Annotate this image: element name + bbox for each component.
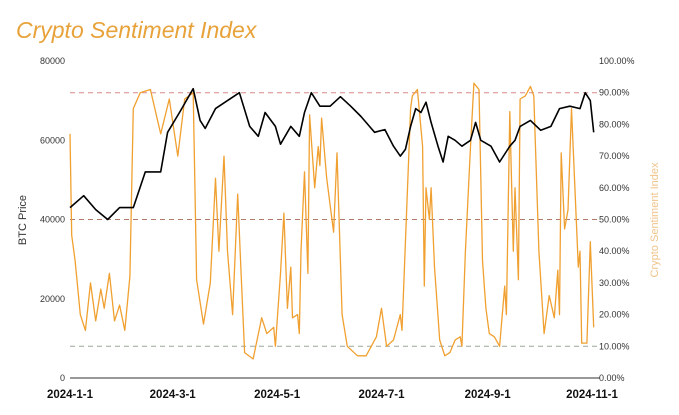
x-tick-label: 2024-11-1 <box>566 389 618 401</box>
y2-tick-label: 90.00% <box>599 88 630 98</box>
y-tick-label: 80000 <box>40 56 65 66</box>
y2-tick-label: 100.00% <box>599 56 635 66</box>
y2-tick-label: 70.00% <box>599 151 630 161</box>
y2-tick-label: 0.00% <box>599 373 625 383</box>
y-tick-label: 0 <box>60 373 65 383</box>
y2-tick-label: 50.00% <box>599 215 630 225</box>
x-tick-label: 2024-9-1 <box>465 389 512 401</box>
x-tick-label: 2024-1-1 <box>47 389 94 401</box>
x-tick-label: 2024-5-1 <box>254 389 301 401</box>
y2-tick-label: 80.00% <box>599 119 630 129</box>
y2-tick-label: 20.00% <box>599 310 630 320</box>
x-tick-label: 2024-7-1 <box>358 389 405 401</box>
chart-title: Crypto Sentiment Index <box>16 17 258 43</box>
y-tick-label: 60000 <box>40 135 65 145</box>
series-line-sentiment <box>69 82 595 360</box>
y-tick-label: 40000 <box>40 215 65 225</box>
y2-tick-label: 40.00% <box>599 246 630 256</box>
series-line-btc-price <box>69 87 595 221</box>
y2-tick-label: 60.00% <box>599 183 630 193</box>
y2-axis-label: Crypto Sentiment Index <box>649 162 661 277</box>
x-tick-label: 2024-3-1 <box>150 389 197 401</box>
y2-tick-label: 10.00% <box>599 341 630 351</box>
y2-tick-label: 30.00% <box>599 278 630 288</box>
y-tick-label: 20000 <box>40 294 65 304</box>
y-axis-label: BTC Price <box>17 195 29 245</box>
